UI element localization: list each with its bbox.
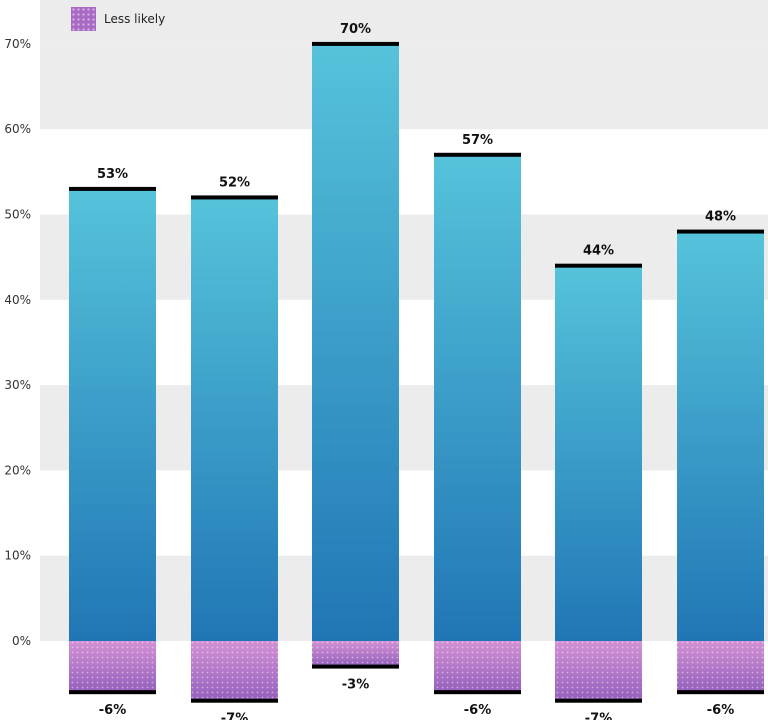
bar-value-label: 57%: [462, 133, 493, 148]
bar-cap: [555, 698, 642, 703]
grid-band: [40, 214, 768, 300]
bar-negative-value-label: -6%: [99, 703, 126, 718]
bar-positive: [69, 188, 156, 641]
bar-negative-texture: [677, 641, 764, 693]
bar-cap: [312, 41, 399, 46]
bar-cap: [191, 698, 278, 703]
grid-bands: [40, 0, 768, 641]
bar-cap: [69, 186, 156, 191]
bar-value-label: 53%: [97, 167, 128, 182]
bar-value-label: 44%: [583, 244, 614, 259]
grid-band: [40, 0, 768, 44]
bar-positive: [677, 231, 764, 641]
grid-band: [40, 385, 768, 471]
y-tick-label: 30%: [4, 378, 31, 392]
bars: [69, 41, 764, 703]
grid-band: [40, 43, 768, 130]
bar-value-label: 70%: [340, 22, 371, 37]
bar-value-label: 52%: [219, 175, 250, 190]
bar-cap: [434, 152, 521, 157]
legend: Less likely: [71, 7, 165, 31]
bar-positive: [312, 43, 399, 641]
legend-label-less-likely: Less likely: [104, 12, 166, 26]
bar-cap: [677, 229, 764, 234]
bar-cap: [434, 690, 521, 695]
y-tick-label: 50%: [4, 208, 31, 222]
bar-negative-value-label: -3%: [342, 678, 369, 693]
y-tick-label: 10%: [4, 549, 31, 563]
y-tick-label: 0%: [12, 634, 31, 648]
bar-negative-texture: [191, 641, 278, 701]
bar-negative-value-label: -6%: [464, 703, 491, 718]
bar-cap: [677, 690, 764, 695]
bar-negative-texture: [434, 641, 521, 693]
bar-cap: [191, 195, 278, 200]
bar-cap: [555, 263, 642, 268]
bar-cap: [312, 664, 399, 669]
bar-negative-texture: [312, 641, 399, 667]
bar-positive: [191, 197, 278, 641]
y-tick-label: 20%: [4, 463, 31, 477]
grid-band: [40, 555, 768, 641]
bar-negative-value-label: -7%: [585, 712, 612, 720]
y-axis: 0% 10% 20% 30% 40% 50% 60% 70%: [4, 37, 31, 648]
bar-value-label: 48%: [705, 210, 736, 225]
y-tick-label: 70%: [4, 37, 31, 51]
bar-negative-value-label: -7%: [221, 712, 248, 720]
bar-negative-texture: [555, 641, 642, 701]
bar-positive: [434, 154, 521, 642]
bar-positive: [555, 265, 642, 641]
bar-negative-value-label: -6%: [707, 703, 734, 718]
bar-cap: [69, 690, 156, 695]
bar-negative-texture: [69, 641, 156, 693]
data-labels: 53% -6% 52% -7% 70% -3% 57% -6% 44% -7% 48% -6%: [97, 22, 736, 720]
legend-swatch-less-likely: [71, 7, 96, 31]
y-tick-label: 60%: [4, 122, 31, 136]
y-tick-label: 40%: [4, 293, 31, 307]
